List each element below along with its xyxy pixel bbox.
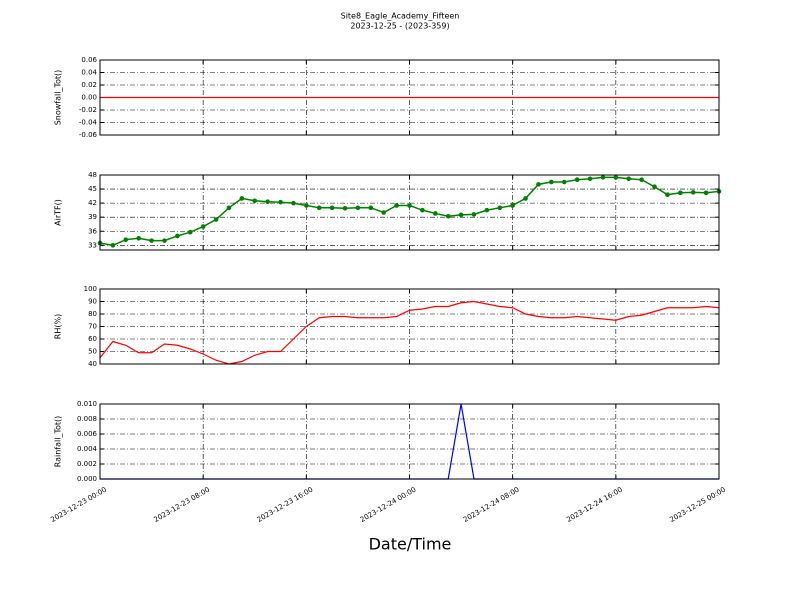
data-point [355,205,361,211]
data-point [200,224,206,229]
data-point [574,177,580,182]
y-tick-label: 80 [88,310,97,318]
data-point [678,190,683,196]
data-point [626,176,632,182]
y-tick-label: 0.010 [77,400,97,408]
data-point [432,211,438,216]
data-point [639,177,644,182]
y-tick-label: 0.002 [77,460,97,468]
y-tick-label: 39 [88,213,97,221]
data-point [690,190,696,195]
figure-subtitle: 2023-12-25 - (2023-359) [350,22,449,31]
y-tick-label: 36 [88,227,97,235]
data-point [536,182,541,187]
data-point [304,203,309,208]
data-point [187,229,193,235]
data-point [420,207,425,213]
data-point [471,212,477,217]
x-tick-label: 2023-12-24 00:00 [359,486,418,524]
data-point [549,179,554,185]
data-point [381,210,387,215]
y-tick-label: 100 [84,285,97,293]
data-point [110,243,116,248]
axes-frame [99,403,720,480]
data-point [226,205,232,211]
data-point [278,199,283,205]
y-tick-label: 90 [88,298,97,306]
x-tick-label: 2023-12-24 08:00 [462,486,521,524]
data-point [342,205,348,211]
data-point [291,200,296,206]
y-axis-label: AirTF() [54,199,63,226]
data-point [394,203,399,208]
data-point [123,237,129,242]
y-tick-label: 33 [88,241,97,249]
data-point [175,233,180,239]
y-tick-label: 70 [88,323,97,331]
y-tick-label: 0.004 [77,445,98,453]
data-point [213,217,219,222]
data-point [407,203,412,208]
data-point [458,212,464,218]
x-tick-label: 2023-12-24 16:00 [565,486,624,524]
y-tick-label: 42 [88,199,97,207]
x-tick-label: 2023-12-23 08:00 [153,486,212,524]
data-point [162,238,167,243]
data-point [600,175,606,180]
data-point [561,179,567,185]
y-tick-label: 60 [88,335,97,343]
data-point [265,199,270,205]
y-tick-label: -0.06 [79,131,98,139]
data-point [613,175,619,180]
y-tick-label: 0.008 [77,415,97,423]
data-point [329,205,335,211]
y-tick-label: 0.000 [77,475,97,483]
axes-frame [99,288,720,365]
line-series [99,300,720,365]
data-point [497,205,503,211]
y-tick-label: 40 [88,360,97,368]
y-tick-label: 45 [88,185,97,193]
x-axis-label: Date/Time [369,535,452,554]
y-axis-label: Rainfall_Tot() [54,416,63,468]
data-point [239,196,245,201]
y-tick-label: -0.02 [79,106,97,114]
data-point [665,192,670,197]
y-tick-label: 0.006 [77,430,98,438]
y-tick-label: 50 [88,348,97,356]
data-point [445,213,451,219]
data-point [703,190,709,196]
axes-frame [99,174,720,251]
y-tick-label: 0.00 [81,94,97,102]
data-point [136,235,141,241]
x-tick-label: 2023-12-23 16:00 [256,486,315,524]
y-axis-label: Snowfall_Tot() [54,70,63,126]
y-tick-label: 0.04 [81,69,97,77]
y-tick-label: 0.02 [81,81,97,89]
y-tick-label: 0.06 [81,56,97,64]
data-point [510,203,515,208]
y-axis-label: RH(%) [54,314,63,339]
x-tick-label: 2023-12-23 00:00 [49,486,108,524]
axes-frame [99,59,720,136]
data-point [252,198,258,204]
data-point [484,207,490,213]
x-tick-label: 2023-12-25 00:00 [668,486,727,524]
data-point [652,184,657,190]
data-point [523,196,528,201]
data-point [368,205,374,211]
figure-title: Site8_Eagle_Academy_Fifteen [341,12,460,21]
y-tick-label: -0.04 [79,119,98,127]
data-point [587,176,593,182]
y-tick-label: 48 [88,171,97,179]
data-point [316,205,322,211]
data-point [149,238,154,243]
